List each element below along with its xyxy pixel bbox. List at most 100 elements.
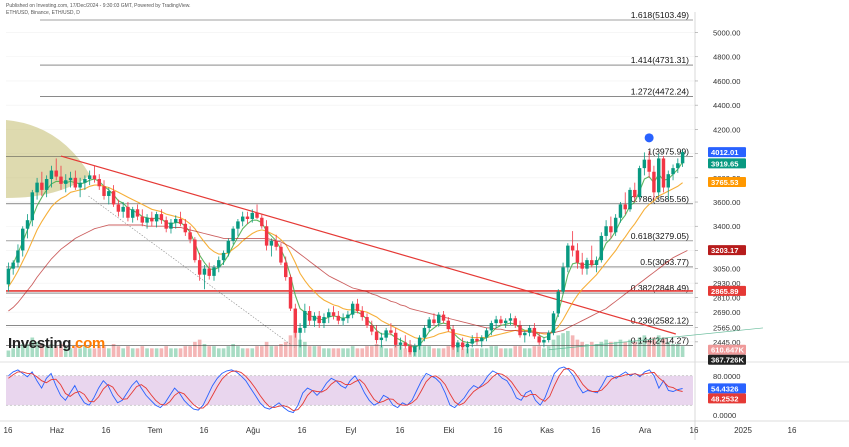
candle-body (494, 319, 498, 324)
volume-bar (609, 341, 613, 357)
fib-level-label: 0.382(2848.49) (631, 283, 689, 293)
volume-bar (656, 335, 661, 357)
candle-body (384, 330, 388, 338)
time-tick-label: Eki (443, 426, 454, 435)
volume-bar (346, 348, 350, 357)
volume-bar (303, 341, 307, 357)
volume-bar (164, 346, 169, 357)
volume-bar (613, 341, 618, 357)
volume-bar (312, 346, 317, 357)
volume-bar (436, 348, 441, 357)
price-tick-label: 5000.00 (713, 29, 740, 38)
candle-body (594, 260, 599, 265)
trendline (60, 155, 676, 335)
candle-body (446, 320, 451, 330)
time-tick-label: 16 (788, 426, 797, 435)
volume-bar (274, 346, 278, 357)
volume-bar (532, 346, 537, 357)
volume-bar (111, 344, 116, 357)
fib-level-label: 1.414(4731.31) (631, 55, 689, 65)
candle-body (518, 325, 522, 336)
candle-body (398, 342, 403, 345)
candle-body (73, 177, 78, 188)
candle-body (331, 312, 336, 316)
candle-body (250, 212, 254, 219)
volume-bar (522, 348, 527, 357)
candle-body (6, 268, 11, 285)
candle-body (16, 250, 20, 263)
volume-bar (279, 344, 283, 357)
volume-bar (231, 344, 235, 357)
volume-bar (599, 341, 604, 357)
price-tick-label: 2810.00 (713, 294, 740, 303)
volume-bar (63, 346, 68, 357)
candle-body (97, 179, 101, 187)
candle-body (599, 235, 604, 261)
candle-body (489, 323, 494, 331)
candle-body (154, 214, 159, 222)
moving-average-slow (8, 224, 688, 334)
candle-body (513, 318, 517, 326)
time-tick-label: 16 (102, 426, 111, 435)
candle-body (456, 342, 460, 348)
candle-body (484, 330, 489, 338)
volume-bar (283, 341, 288, 357)
candle-body (78, 182, 82, 188)
volume-bar (374, 344, 379, 357)
volume-bar (121, 348, 125, 357)
volume-bar (561, 333, 565, 357)
candle-body (379, 337, 384, 341)
volume-layer (6, 331, 685, 357)
volume-bar (49, 344, 54, 357)
volume-bar (116, 346, 121, 357)
volume-bar (6, 350, 11, 357)
candle-body (475, 338, 479, 342)
candle-body (121, 206, 125, 212)
price-tick-label: 3050.00 (713, 265, 740, 274)
volume-bar (78, 348, 82, 357)
candle-body (40, 182, 44, 190)
candle-body (633, 189, 637, 198)
volume-bar (566, 331, 570, 357)
time-tick-label: Haz (50, 426, 64, 435)
candle-body (408, 346, 412, 353)
volume-bar (556, 335, 561, 357)
candle-body (240, 216, 245, 222)
candle-body (575, 250, 580, 263)
stochastic-k (8, 366, 683, 414)
candle-body (637, 168, 642, 198)
candle-body (274, 240, 278, 247)
candle-body (159, 214, 164, 221)
candle-body (350, 303, 355, 315)
candle-body (21, 228, 25, 251)
candle-body (336, 315, 341, 321)
volume-bar (173, 348, 178, 357)
volume-bar (68, 348, 73, 357)
candle-body (102, 186, 106, 196)
volume-bar (518, 346, 522, 357)
volume-bar (140, 346, 145, 357)
candle-body (307, 310, 312, 321)
volume-bar (580, 341, 585, 357)
price-axis: 5000.004800.004600.004400.004200.004000.… (695, 29, 740, 347)
volume-bar (288, 335, 293, 357)
candle-body (671, 168, 675, 175)
volume-bar (369, 346, 374, 357)
candle-body (585, 260, 589, 269)
price-tick-label: 2930.00 (713, 279, 740, 288)
candle-body (264, 226, 269, 246)
volume-bar (551, 339, 556, 357)
price-tick-label: 4600.00 (713, 77, 740, 86)
volume-bar (44, 346, 49, 357)
time-tick-label: 16 (690, 426, 699, 435)
price-tick-label: 3600.00 (713, 198, 740, 207)
volume-bar (470, 348, 475, 357)
candlestick-layer (6, 149, 685, 356)
volume-bar (494, 346, 498, 357)
volume-bar (197, 339, 202, 357)
price-tag (708, 285, 746, 296)
volume-bar (537, 346, 541, 357)
volume-bar (642, 335, 647, 357)
candle-body (360, 310, 364, 318)
event-marker (644, 133, 654, 143)
